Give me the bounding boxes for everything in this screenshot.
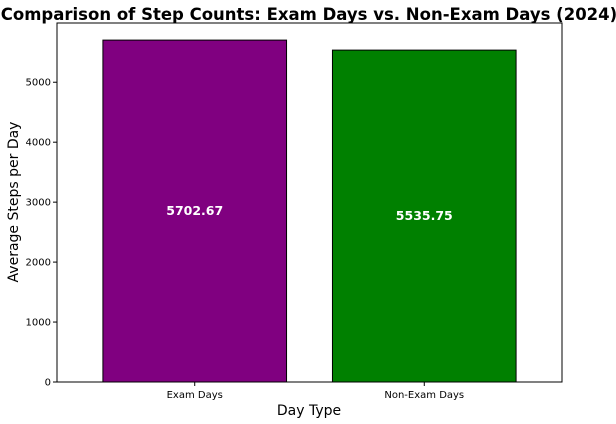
y-tick-label: 5000 — [26, 78, 51, 89]
bar-non-exam-days — [331, 49, 517, 383]
y-tick-label: 0 — [45, 378, 51, 389]
bars-layer: 5702.67 5535.75 — [102, 39, 517, 383]
y-axis: 0 1000 2000 3000 4000 5000 — [26, 78, 57, 389]
chart-title: Comparison of Step Counts: Exam Days vs.… — [1, 5, 616, 24]
x-axis: Exam Days Non-Exam Days — [167, 382, 464, 401]
x-tick-label: Exam Days — [167, 390, 223, 401]
y-axis-label: Average Steps per Day — [6, 122, 22, 283]
y-tick-label: 2000 — [26, 258, 51, 269]
x-tick-label: Non-Exam Days — [384, 390, 464, 401]
y-tick-label: 1000 — [26, 318, 51, 329]
bar-value-label: 5702.67 — [166, 203, 223, 218]
bar-exam-days — [102, 39, 288, 383]
x-axis-label: Day Type — [277, 403, 341, 419]
y-tick-label: 4000 — [26, 138, 51, 149]
y-tick-label: 3000 — [26, 198, 51, 209]
bar-value-label: 5535.75 — [396, 208, 453, 223]
